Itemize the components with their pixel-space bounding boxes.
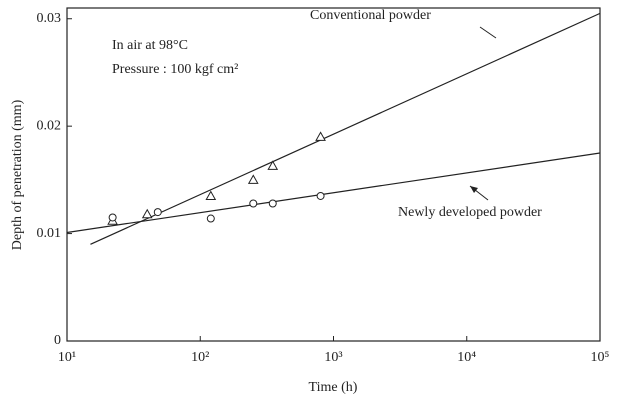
y-tick-label: 0 bbox=[54, 333, 61, 348]
circle-marker bbox=[153, 208, 162, 217]
annotation: Pressure : 100 kgf cm² bbox=[112, 62, 238, 77]
series-label: Newly developed powder bbox=[398, 205, 542, 220]
y-axis-label: Depth of penetration (mm) bbox=[10, 99, 25, 250]
triangle-marker bbox=[205, 190, 217, 200]
y-tick-label: 0.01 bbox=[37, 226, 62, 241]
circle-marker bbox=[108, 213, 117, 222]
triangle-marker bbox=[267, 160, 279, 170]
x-axis-label: Time (h) bbox=[309, 380, 358, 395]
fit-line bbox=[66, 152, 601, 234]
x-tick-label: 10¹ bbox=[58, 350, 76, 365]
circle-marker bbox=[316, 191, 325, 200]
circle-marker bbox=[206, 214, 215, 223]
fit-line bbox=[90, 12, 601, 245]
x-tick-label: 10³ bbox=[324, 350, 342, 365]
y-tick-label: 0.02 bbox=[37, 118, 62, 133]
leader-line bbox=[479, 26, 497, 39]
triangle-marker bbox=[315, 131, 326, 141]
circle-marker bbox=[268, 199, 277, 208]
arrow-head bbox=[470, 186, 478, 193]
circle-marker bbox=[249, 199, 258, 208]
triangle-marker bbox=[141, 208, 153, 219]
x-tick-label: 10² bbox=[191, 350, 209, 365]
x-tick-label: 10⁴ bbox=[457, 350, 476, 365]
triangle-marker bbox=[247, 174, 259, 184]
annotation: In air at 98°C bbox=[112, 38, 188, 53]
series-label: Conventional powder bbox=[310, 8, 431, 23]
y-tick-label: 0.03 bbox=[37, 11, 62, 26]
plot-frame bbox=[66, 7, 601, 342]
x-tick-label: 10⁵ bbox=[591, 350, 610, 365]
